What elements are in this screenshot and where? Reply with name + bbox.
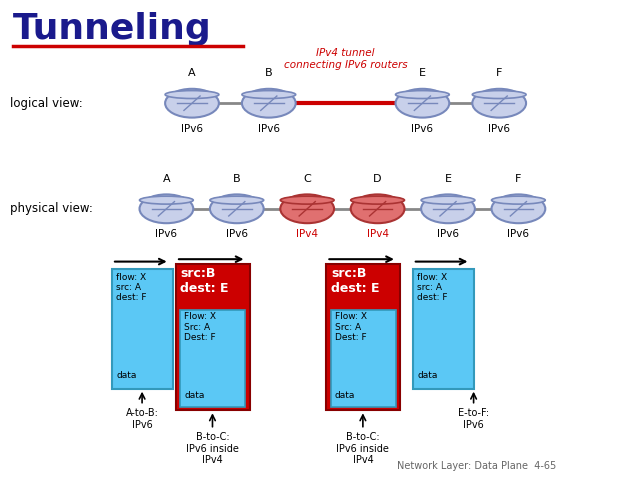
Ellipse shape — [396, 91, 449, 98]
Text: IPv6: IPv6 — [508, 229, 529, 240]
Text: physical view:: physical view: — [10, 202, 92, 216]
Text: IPv6: IPv6 — [226, 229, 248, 240]
FancyBboxPatch shape — [176, 264, 250, 410]
Text: D: D — [373, 174, 382, 184]
Ellipse shape — [396, 89, 449, 118]
Ellipse shape — [492, 196, 545, 204]
Text: B: B — [233, 174, 241, 184]
Text: F: F — [496, 68, 502, 78]
Ellipse shape — [165, 91, 219, 98]
Text: data: data — [335, 391, 355, 400]
Text: IPv6: IPv6 — [488, 124, 510, 134]
Ellipse shape — [210, 196, 264, 204]
FancyBboxPatch shape — [112, 269, 173, 389]
Ellipse shape — [472, 89, 526, 118]
Text: Flow: X
Src: A
Dest: F: Flow: X Src: A Dest: F — [335, 312, 367, 342]
Ellipse shape — [492, 194, 545, 223]
Text: Tunneling: Tunneling — [13, 12, 212, 46]
Ellipse shape — [351, 196, 404, 204]
Text: A: A — [163, 174, 170, 184]
Text: IPv4: IPv4 — [296, 229, 318, 240]
Text: B-to-C:
IPv6 inside
IPv4: B-to-C: IPv6 inside IPv4 — [337, 432, 389, 465]
Text: F: F — [515, 174, 522, 184]
Text: flow: X
src: A
dest: F: flow: X src: A dest: F — [116, 273, 147, 302]
Text: A-to-B:
IPv6: A-to-B: IPv6 — [125, 408, 159, 430]
Text: Flow: X
Src: A
Dest: F: Flow: X Src: A Dest: F — [184, 312, 216, 342]
Text: IPv6: IPv6 — [258, 124, 280, 134]
Text: IPv4 tunnel
connecting IPv6 routers: IPv4 tunnel connecting IPv6 routers — [284, 48, 408, 70]
Text: data: data — [417, 371, 438, 380]
Text: E-to-F:
IPv6: E-to-F: IPv6 — [458, 408, 489, 430]
Ellipse shape — [421, 194, 475, 223]
FancyBboxPatch shape — [180, 310, 245, 407]
Text: flow: X
src: A
dest: F: flow: X src: A dest: F — [417, 273, 448, 302]
Ellipse shape — [210, 194, 264, 223]
Text: IPv6: IPv6 — [412, 124, 433, 134]
Ellipse shape — [140, 194, 193, 223]
Text: IPv6: IPv6 — [181, 124, 203, 134]
Ellipse shape — [280, 194, 334, 223]
Text: data: data — [116, 371, 137, 380]
Ellipse shape — [165, 89, 219, 118]
Ellipse shape — [472, 91, 526, 98]
Text: IPv6: IPv6 — [437, 229, 459, 240]
Ellipse shape — [242, 89, 296, 118]
Text: E: E — [445, 174, 451, 184]
Ellipse shape — [351, 194, 404, 223]
Ellipse shape — [280, 196, 334, 204]
Text: logical view:: logical view: — [10, 96, 83, 110]
Ellipse shape — [140, 196, 193, 204]
Text: src:B
dest: E: src:B dest: E — [180, 267, 229, 295]
Text: IPv6: IPv6 — [156, 229, 177, 240]
Text: src:B
dest: E: src:B dest: E — [331, 267, 380, 295]
Text: B-to-C:
IPv6 inside
IPv4: B-to-C: IPv6 inside IPv4 — [186, 432, 239, 465]
Text: E: E — [419, 68, 426, 78]
FancyBboxPatch shape — [413, 269, 474, 389]
Text: C: C — [303, 174, 311, 184]
Ellipse shape — [421, 196, 475, 204]
FancyBboxPatch shape — [331, 310, 396, 407]
Ellipse shape — [242, 91, 296, 98]
FancyBboxPatch shape — [326, 264, 400, 410]
Text: B: B — [265, 68, 273, 78]
Text: data: data — [184, 391, 205, 400]
Text: A: A — [188, 68, 196, 78]
Text: IPv4: IPv4 — [367, 229, 388, 240]
Text: Network Layer: Data Plane  4-65: Network Layer: Data Plane 4-65 — [397, 461, 556, 471]
